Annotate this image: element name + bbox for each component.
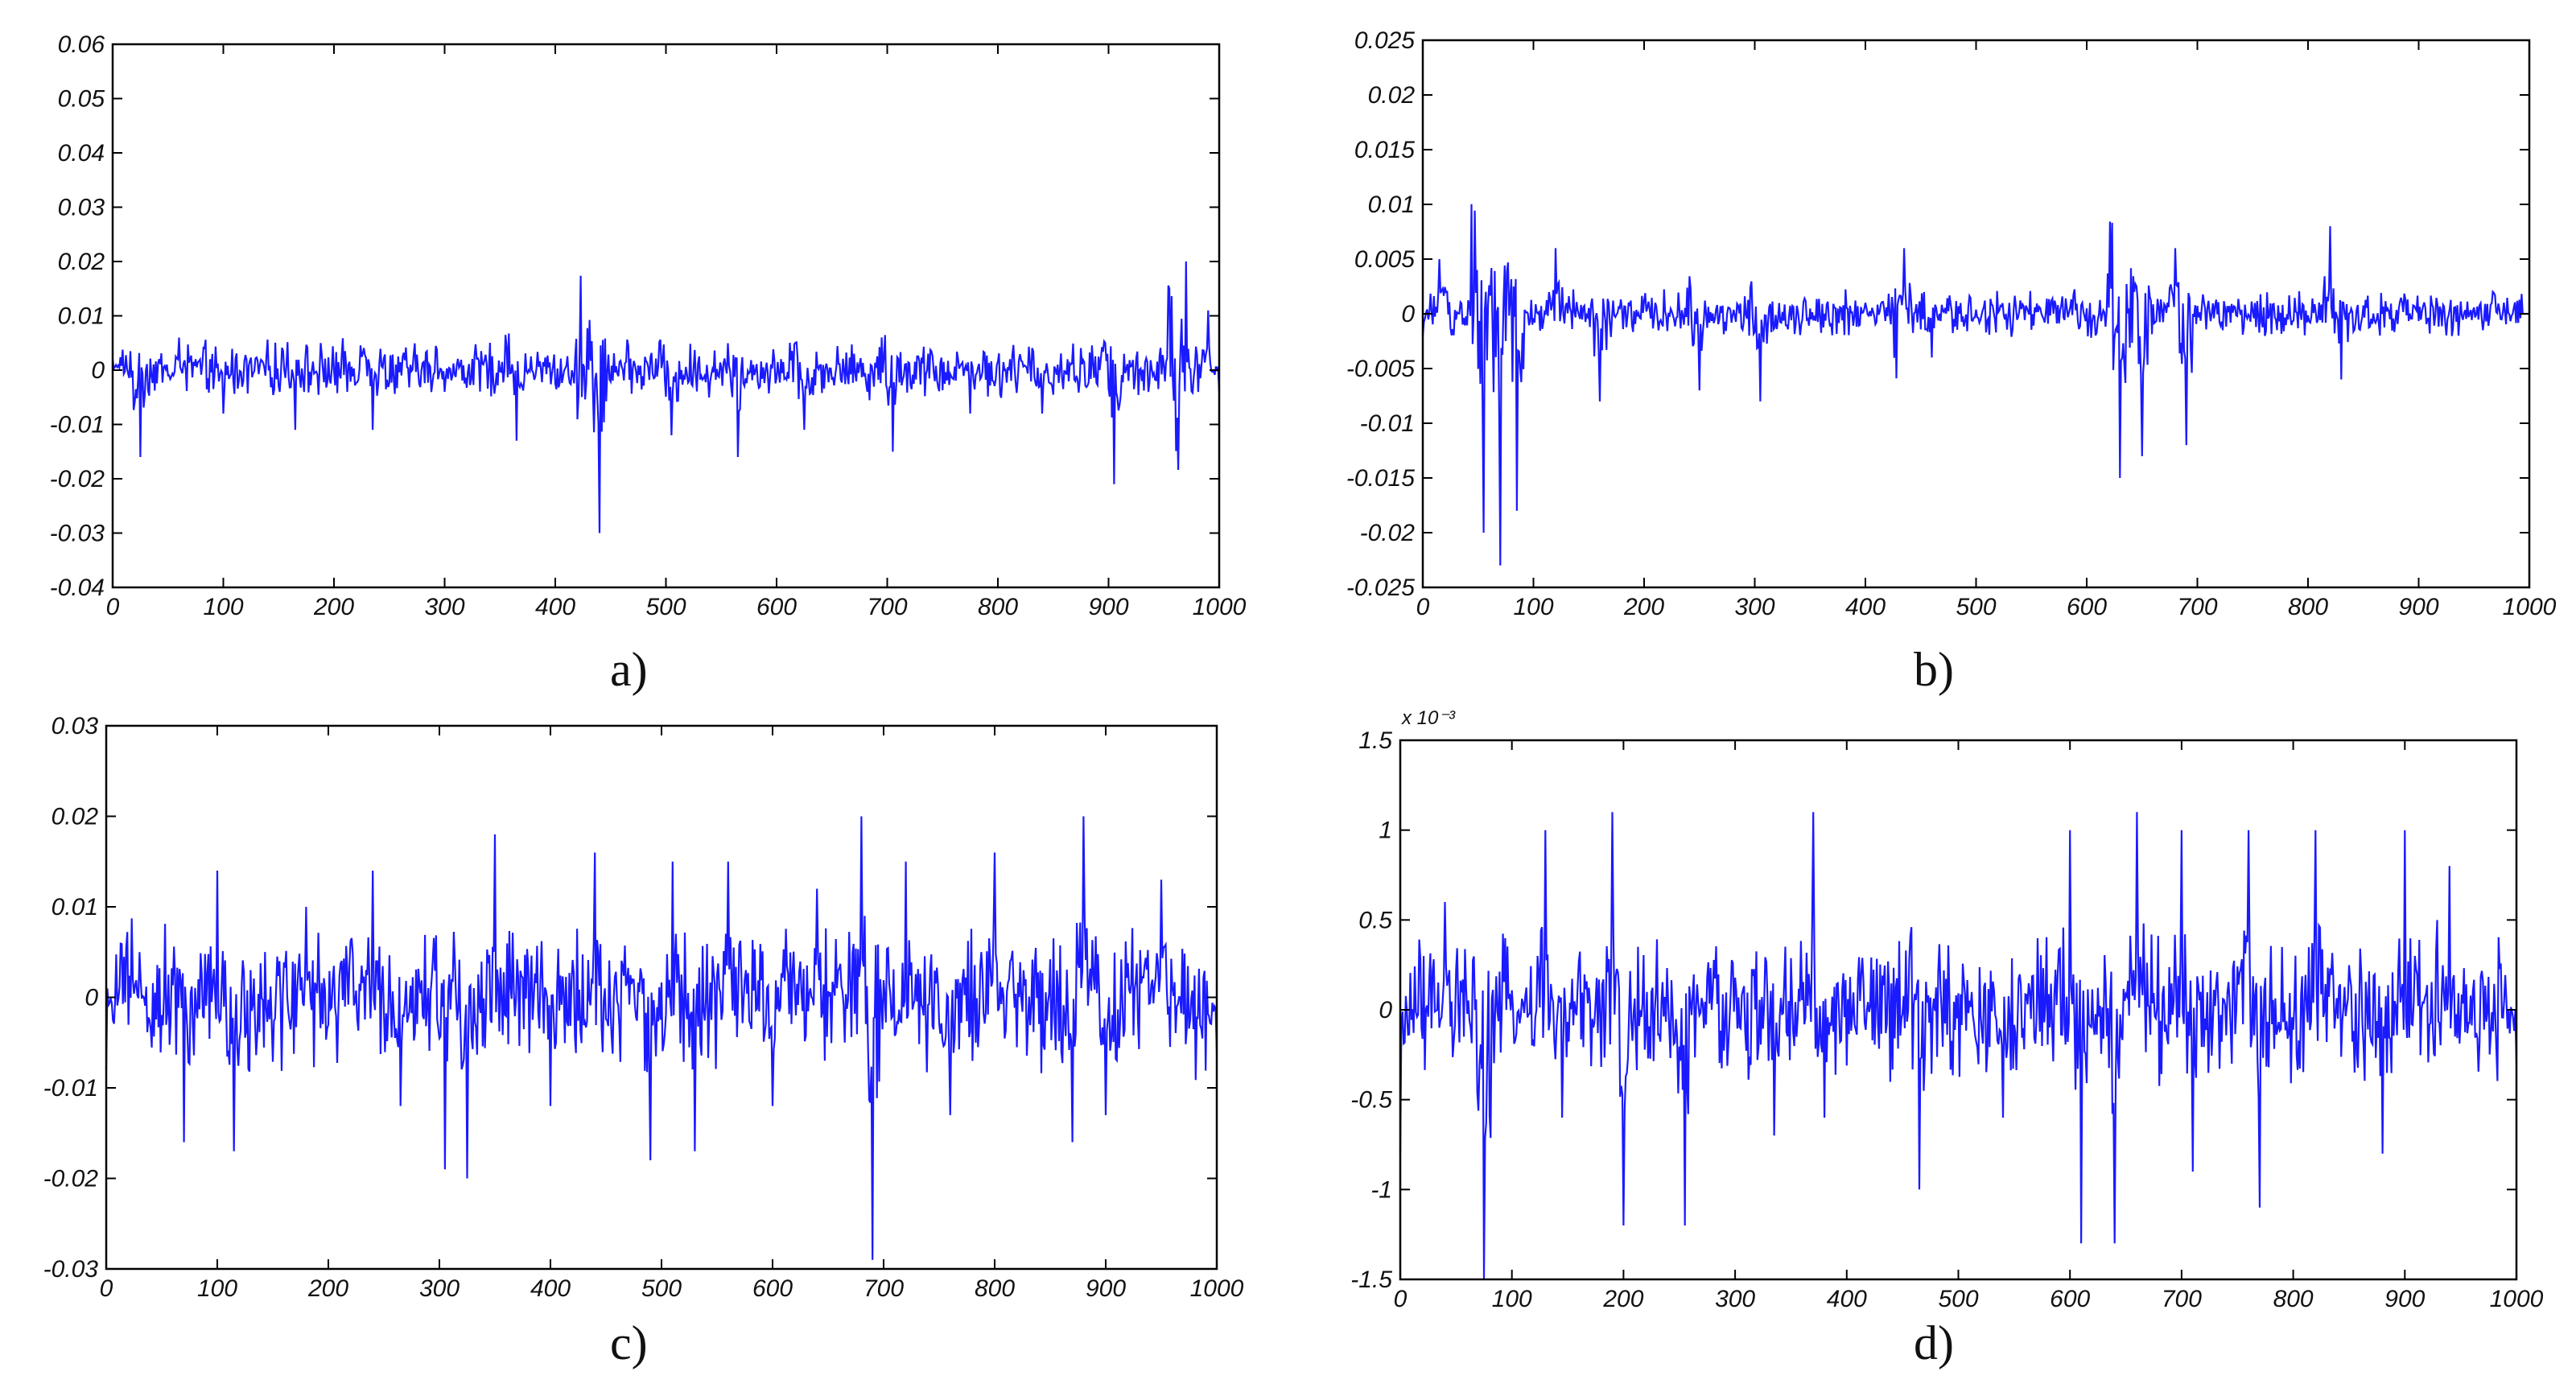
y-tick-label-a: 0.05 [58, 86, 105, 113]
y-tick-label-b: -0.025 [1346, 575, 1415, 601]
x-tick-label-b: 100 [1513, 594, 1553, 620]
y-tick-label-c: 0.02 [52, 804, 99, 830]
series-line-c [105, 816, 1218, 1260]
x-tick-label-a: 1000 [1193, 594, 1247, 620]
plot-frame-a [111, 43, 1221, 589]
x-tick-label-c: 500 [641, 1275, 682, 1302]
x-tick-label-b: 600 [2067, 594, 2107, 620]
x-tick-label-b: 700 [2177, 594, 2217, 620]
x-tick-label-b: 500 [1956, 594, 1996, 620]
x-tick-label-d: 500 [1938, 1286, 1978, 1312]
y-tick-label-a: -0.01 [50, 412, 105, 439]
chart-panel-c: 0 100 200 300 400 500 600 700 800 900 1000 -0.03 -0.… [43, 713, 1244, 1302]
y-tick-label-a: 0.03 [58, 195, 105, 221]
y-tick-label-d: 1.5 [1358, 727, 1392, 754]
x-tick-label-d: 200 [1602, 1286, 1643, 1312]
panel-caption-b: b) [1914, 643, 1954, 696]
y-tick-label-a: -0.02 [50, 466, 105, 492]
x-tick-label-a: 600 [756, 594, 797, 620]
x-tick-label-d: 900 [2384, 1286, 2425, 1312]
x-tick-label-c: 200 [307, 1275, 348, 1302]
y-tick-label-c: -0.03 [43, 1256, 99, 1283]
x-tick-label-c: 1000 [1190, 1275, 1244, 1302]
x-tick-label-b: 900 [2398, 594, 2438, 620]
y-tick-label-a: 0.04 [58, 140, 105, 167]
panel-caption-c: c) [610, 1316, 648, 1369]
x-tick-label-b: 800 [2288, 594, 2328, 620]
x-tick-label-d: 700 [2162, 1286, 2202, 1312]
x-tick-label-a: 0 [106, 594, 120, 620]
y-tick-label-d: -1.5 [1350, 1266, 1392, 1293]
x-tick-label-d: 0 [1394, 1286, 1408, 1312]
y-tick-label-b: 0.025 [1354, 27, 1415, 54]
x-tick-label-d: 400 [1827, 1286, 1867, 1312]
y-tick-label-b: 0.01 [1368, 192, 1415, 218]
x-tick-label-a: 200 [313, 594, 354, 620]
x-tick-label-a: 300 [424, 594, 464, 620]
y-tick-label-b: 0.015 [1354, 137, 1415, 163]
y-tick-label-a: 0.02 [58, 249, 105, 275]
y-tick-label-b: -0.02 [1360, 520, 1416, 546]
x-tick-label-c: 0 [100, 1275, 113, 1302]
x-tick-label-b: 1000 [2503, 594, 2557, 620]
y-tick-label-d: 1 [1379, 818, 1392, 844]
y-tick-label-d: 0.5 [1358, 907, 1392, 933]
y-tick-label-c: -0.02 [43, 1166, 99, 1192]
y-tick-label-d: -0.5 [1350, 1087, 1392, 1114]
y-tick-label-b: 0.005 [1354, 246, 1415, 273]
x-tick-label-b: 0 [1416, 594, 1430, 620]
x-tick-label-a: 400 [535, 594, 575, 620]
y-tick-label-c: -0.01 [43, 1075, 98, 1102]
y-tick-label-d: 0 [1379, 997, 1392, 1023]
y-tick-label-a: 0 [91, 357, 105, 384]
y-tick-label-c: 0 [84, 985, 98, 1011]
y-tick-label-b: 0.02 [1368, 82, 1416, 109]
x-tick-label-d: 1000 [2490, 1286, 2544, 1312]
x-tick-label-a: 800 [978, 594, 1018, 620]
y-tick-label-a: -0.03 [50, 521, 105, 547]
x-tick-label-d: 100 [1492, 1286, 1532, 1312]
series-line-a [111, 261, 1221, 533]
chart-panel-b: 0 100 200 300 400 500 600 700 800 900 1000 -0.025 -0… [1346, 27, 2557, 620]
x-tick-label-d: 300 [1715, 1286, 1755, 1312]
x-tick-label-a: 900 [1088, 594, 1128, 620]
panel-caption-a: a) [610, 643, 648, 696]
x-tick-label-c: 100 [197, 1275, 237, 1302]
x-tick-label-c: 400 [530, 1275, 571, 1302]
x-tick-label-c: 600 [752, 1275, 793, 1302]
y-tick-label-b: -0.015 [1346, 465, 1415, 492]
x-tick-label-a: 100 [203, 594, 243, 620]
x-tick-label-b: 300 [1734, 594, 1774, 620]
y-tick-label-a: 0.01 [58, 303, 105, 330]
x-tick-label-c: 300 [419, 1275, 460, 1302]
x-tick-label-c: 900 [1086, 1275, 1126, 1302]
y-tick-label-d: -1 [1370, 1176, 1392, 1203]
y-tick-label-a: 0.06 [58, 31, 105, 58]
x-tick-label-d: 600 [2050, 1286, 2090, 1312]
series-line-d [1399, 812, 2518, 1280]
chart-panel-a: 0 100 200 300 400 500 600 700 800 900 1000 -0.04 -0.… [50, 31, 1247, 620]
y-tick-label-b: -0.005 [1346, 356, 1415, 382]
x-tick-label-a: 500 [645, 594, 686, 620]
y-tick-label-c: 0.01 [52, 894, 98, 921]
series-line-b [1421, 204, 2529, 566]
y-exponent-label-d: x 10⁻³ [1401, 707, 1456, 729]
panel-caption-d: d) [1914, 1316, 1954, 1369]
x-tick-label-d: 800 [2273, 1286, 2314, 1312]
x-tick-label-a: 700 [867, 594, 907, 620]
x-tick-label-c: 800 [975, 1275, 1015, 1302]
y-tick-label-b: 0 [1401, 301, 1415, 327]
chart-panel-d: 0 100 200 300 400 500 600 700 800 900 1000 -1.5 -1 -0… [1350, 707, 2544, 1312]
y-tick-label-c: 0.03 [52, 713, 99, 739]
y-tick-label-a: -0.04 [50, 575, 105, 601]
x-tick-label-b: 400 [1845, 594, 1886, 620]
x-tick-label-b: 200 [1623, 594, 1664, 620]
y-tick-label-b: -0.01 [1360, 410, 1415, 437]
x-tick-label-c: 700 [863, 1275, 904, 1302]
